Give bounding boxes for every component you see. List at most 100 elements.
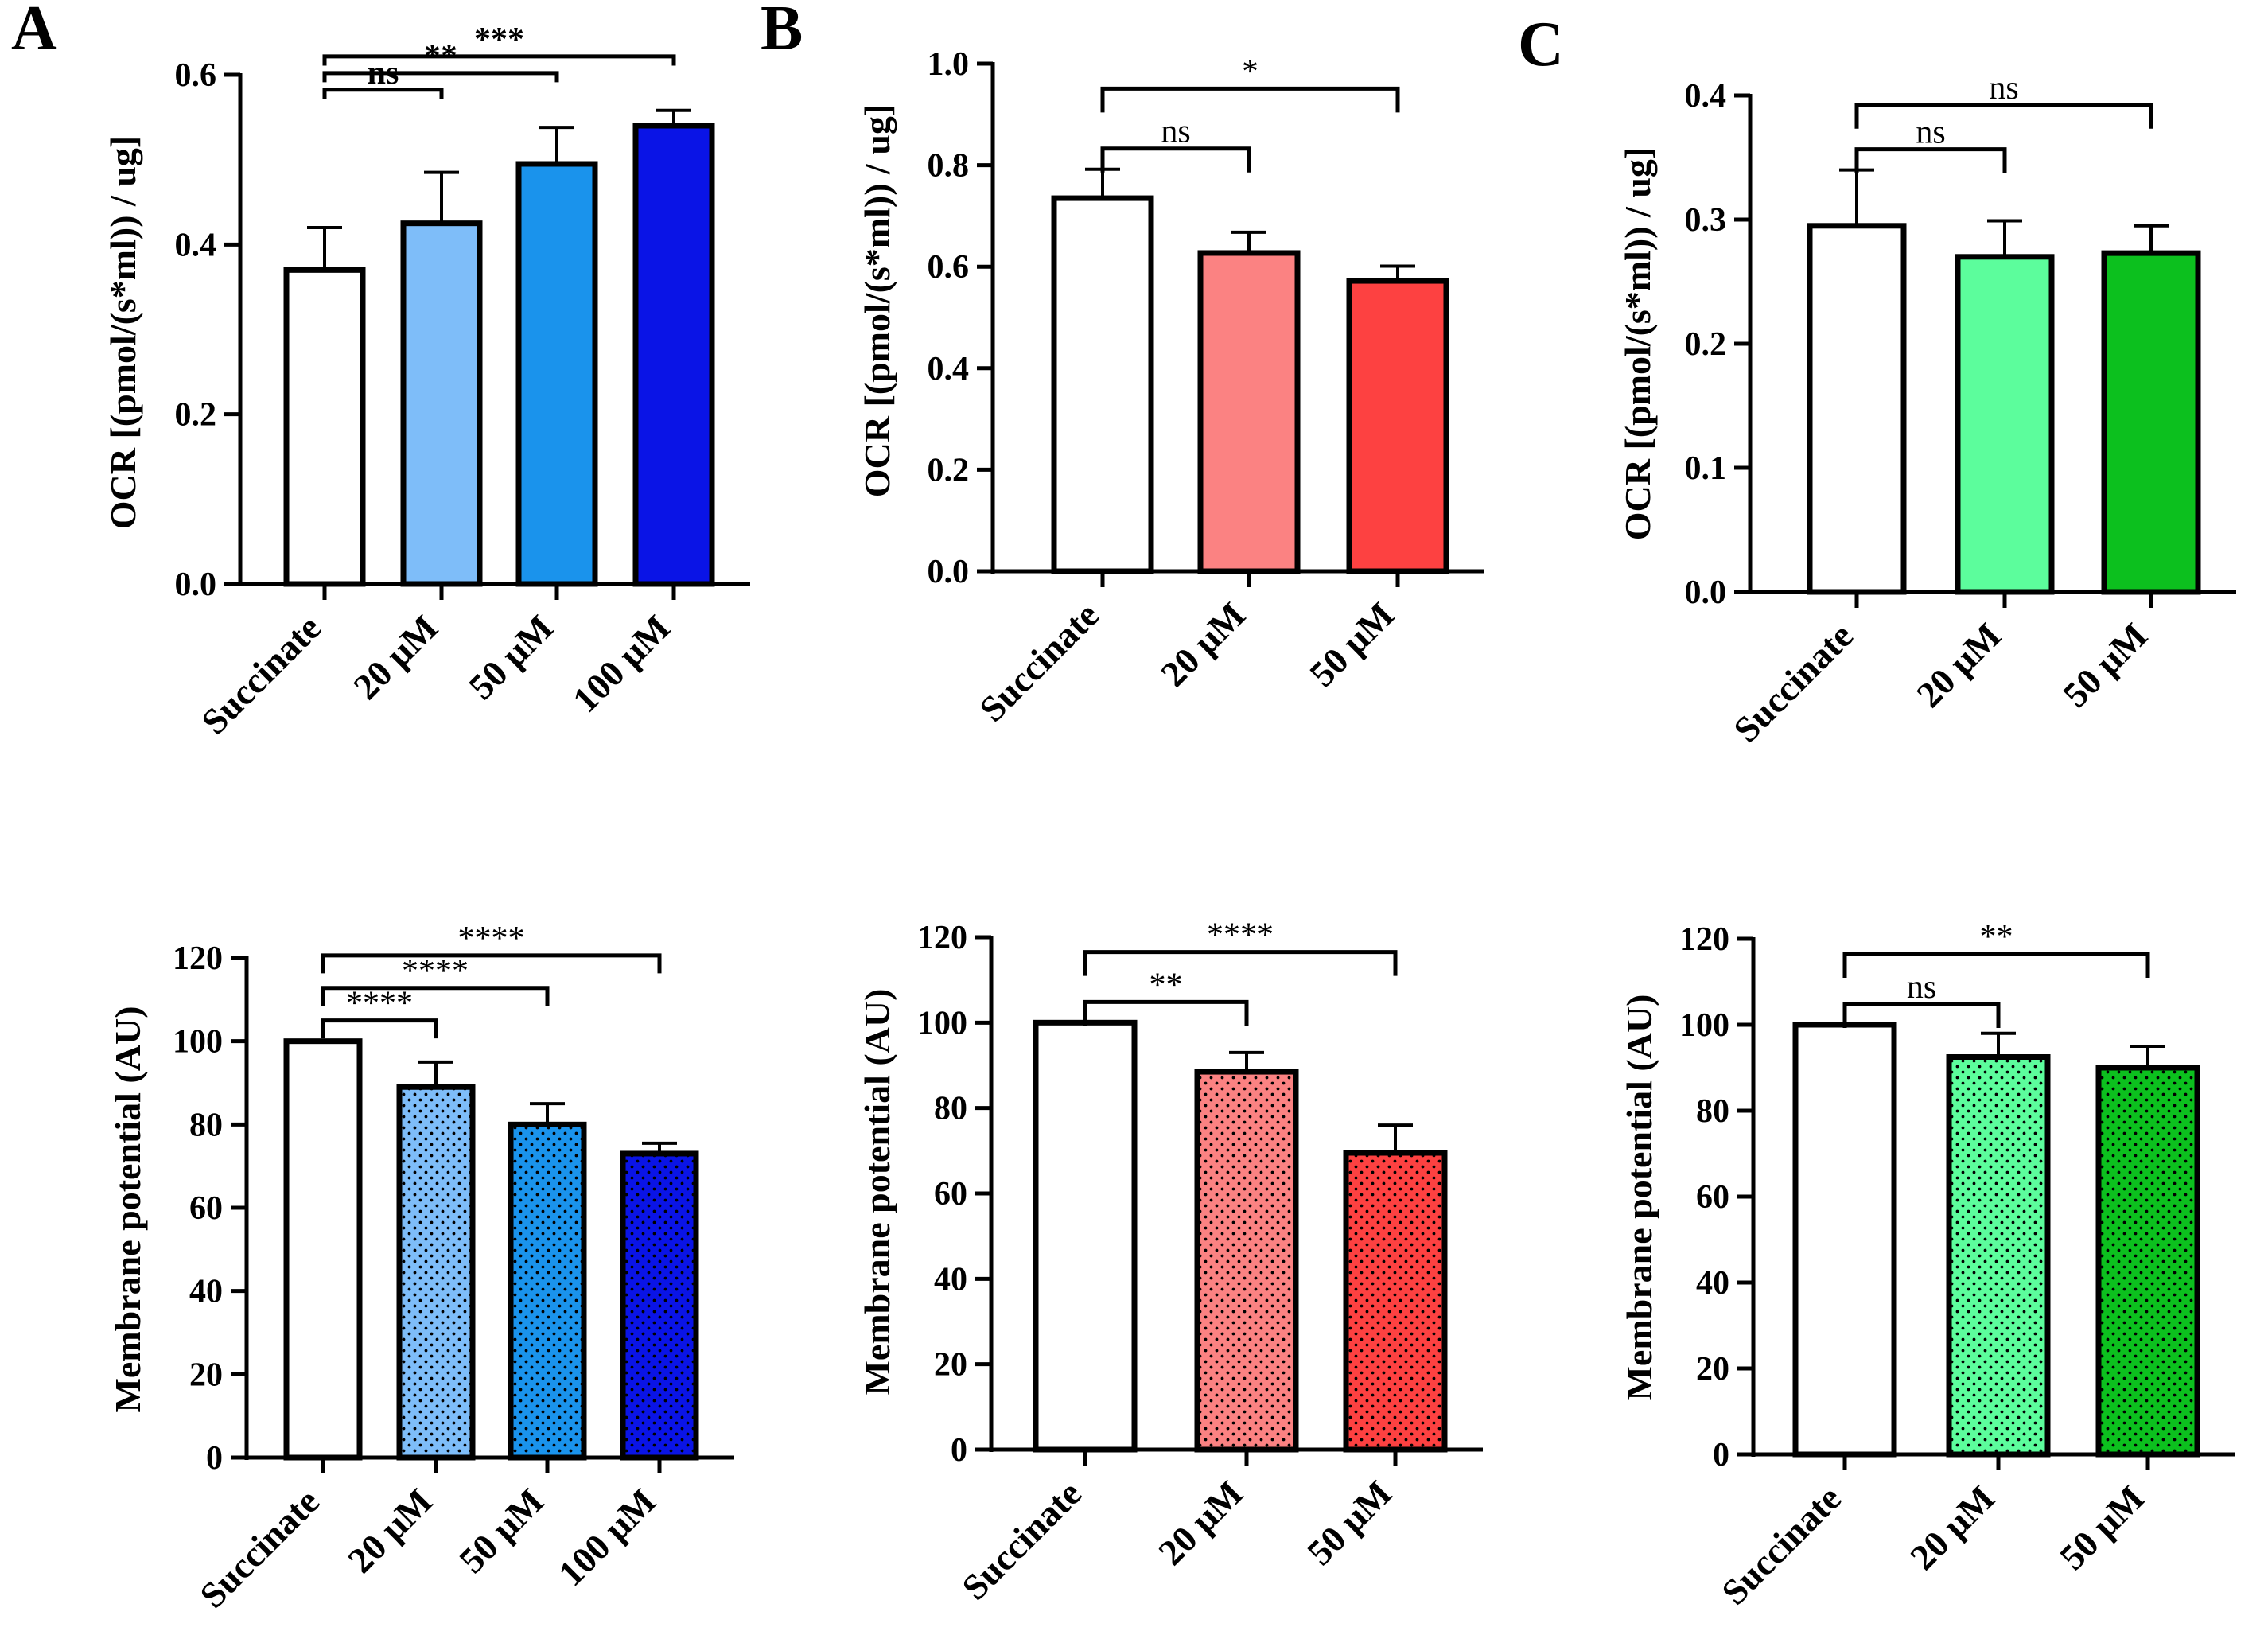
- x-tick-label: 50 μM: [1299, 1473, 1399, 1573]
- x-tick-label: Succinate: [192, 1481, 327, 1616]
- y-tick-label: 0: [951, 1432, 967, 1469]
- x-tick-label: 50 μM: [2055, 615, 2155, 715]
- x-tick-label: 50 μM: [2052, 1477, 2152, 1578]
- significance-label: ns: [1907, 969, 1936, 1006]
- x-tick-label: 50 μM: [451, 1481, 551, 1581]
- panel-letter-a: A: [11, 0, 57, 64]
- significance-bracket: [1854, 147, 2007, 173]
- bar: [283, 1038, 363, 1461]
- bar: [283, 267, 366, 587]
- y-tick-label: 0.4: [928, 351, 970, 387]
- bar: [515, 161, 598, 587]
- x-tick-label: 20 μM: [340, 1481, 440, 1581]
- significance-bracket: [1854, 103, 2153, 129]
- y-tick-label: 40: [934, 1261, 967, 1298]
- bar: [1807, 223, 1907, 595]
- bar: [396, 1084, 476, 1461]
- significance-bracket: [1100, 86, 1400, 113]
- chart-a-membrane-potential: Membrane potential (AU) 0 20 40 60 80 100 120 Su…: [107, 921, 734, 1616]
- y-tick-label: 0.3: [1685, 202, 1727, 239]
- y-tick-label: 0.0: [928, 554, 970, 590]
- bar: [1346, 278, 1449, 574]
- bar: [632, 123, 715, 587]
- y-tick-label: 0.2: [928, 452, 970, 489]
- significance-bracket: [322, 54, 676, 66]
- significance-bracket: [322, 88, 444, 99]
- bar: [620, 1150, 699, 1461]
- panel-letter-c: C: [1518, 10, 1564, 80]
- y-tick-label: 0.0: [175, 566, 217, 603]
- y-tick-label: 0.4: [1685, 78, 1727, 115]
- y-tick-label: 60: [934, 1176, 967, 1213]
- y-axis-title: OCR [(pmol/(s*ml)) / ug]: [103, 136, 143, 529]
- x-tick-label: 100 μM: [565, 607, 678, 720]
- y-tick-label: 120: [173, 940, 223, 977]
- bar: [1792, 1022, 1897, 1458]
- significance-label: **: [1980, 919, 2013, 956]
- x-tick-label: 20 μM: [345, 607, 445, 707]
- significance-label: ns: [1989, 70, 2018, 107]
- y-axis-title: Membrane potential (AU): [1619, 994, 1659, 1400]
- x-tick-label: 50 μM: [461, 607, 561, 707]
- x-tick-label: Succinate: [193, 607, 329, 742]
- y-tick-label: 0.0: [1685, 574, 1727, 611]
- y-tick-label: 0.2: [175, 397, 217, 434]
- y-tick-label: 20: [1696, 1351, 1729, 1388]
- significance-bracket: [1083, 950, 1398, 976]
- y-tick-label: 0.8: [928, 148, 970, 185]
- significance-bracket: [321, 1018, 438, 1039]
- y-axis-title: Membrane potential (AU): [107, 1006, 148, 1412]
- y-tick-label: 80: [1696, 1093, 1729, 1130]
- y-tick-label: 100: [173, 1024, 223, 1061]
- significance-label: ****: [458, 921, 525, 957]
- y-tick-label: 60: [1696, 1179, 1729, 1216]
- y-tick-label: 0.6: [928, 249, 970, 286]
- significance-bracket: [1842, 1002, 2001, 1028]
- bar: [2101, 250, 2201, 595]
- chart-c-membrane-potential: Membrane potential (AU) 0 20 40 60 80 100 120 Su…: [1619, 919, 2235, 1613]
- chart-b-membrane-potential: Membrane potential (AU) 0 20 40 60 80 100 120 Su…: [857, 917, 1483, 1608]
- significance-label: ****: [1207, 917, 1274, 954]
- significance-label: ns: [1916, 115, 1945, 151]
- x-tick-label: 100 μM: [550, 1481, 663, 1594]
- significance-bracket: [321, 986, 550, 1006]
- chart-a-ocr: OCR [(pmol/(s*ml)) / ug] 0.0 0.2 0.4 0.6 Succ…: [103, 21, 750, 742]
- y-tick-label: 80: [934, 1091, 967, 1127]
- significance-label: *: [1242, 53, 1258, 90]
- y-tick-label: 100: [1679, 1007, 1729, 1044]
- significance-bracket: [321, 953, 662, 974]
- y-tick-label: 120: [1679, 921, 1729, 958]
- bar: [508, 1121, 587, 1461]
- y-tick-label: 0: [1713, 1437, 1729, 1473]
- y-tick-label: 0: [206, 1440, 223, 1477]
- y-tick-label: 40: [189, 1274, 223, 1310]
- significance-bracket: [1083, 999, 1249, 1026]
- bar: [2095, 1065, 2200, 1458]
- y-tick-label: 80: [189, 1107, 223, 1143]
- x-tick-label: 20 μM: [1902, 1477, 2002, 1578]
- y-tick-label: 0.6: [175, 57, 217, 94]
- x-tick-label: Succinate: [1714, 1477, 1849, 1613]
- x-tick-label: 20 μM: [1153, 594, 1253, 695]
- y-tick-label: 60: [189, 1190, 223, 1227]
- y-axis-title: OCR [(pmol/(s*ml)) / ug]: [857, 104, 897, 497]
- x-tick-label: Succinate: [954, 1473, 1089, 1608]
- y-tick-label: 1.0: [928, 46, 970, 83]
- y-tick-label: 120: [917, 920, 967, 956]
- y-tick-label: 0.1: [1685, 450, 1727, 487]
- bar: [1955, 254, 2055, 595]
- y-axis-title: OCR [(pmol/(s*ml)) / ug]: [1617, 147, 1658, 540]
- bar: [1197, 250, 1301, 574]
- chart-c-ocr: OCR [(pmol/(s*ml)) / ug] 0.0 0.1 0.2 0.3 0.4 S…: [1617, 70, 2236, 750]
- y-axis-title: Membrane potential (AU): [857, 988, 897, 1395]
- significance-label: ns: [1161, 114, 1190, 150]
- x-tick-label: 20 μM: [1908, 615, 2009, 715]
- significance-label: ***: [474, 21, 524, 58]
- significance-label: **: [1150, 967, 1183, 1003]
- chart-b-ocr: OCR [(pmol/(s*ml)) / ug] 0.0 0.2 0.4 0.6 0.8 1…: [857, 46, 1484, 730]
- significance-bracket: [1842, 952, 2150, 978]
- x-tick-label: 20 μM: [1150, 1473, 1251, 1573]
- y-tick-label: 100: [917, 1005, 967, 1041]
- y-tick-label: 20: [189, 1357, 223, 1393]
